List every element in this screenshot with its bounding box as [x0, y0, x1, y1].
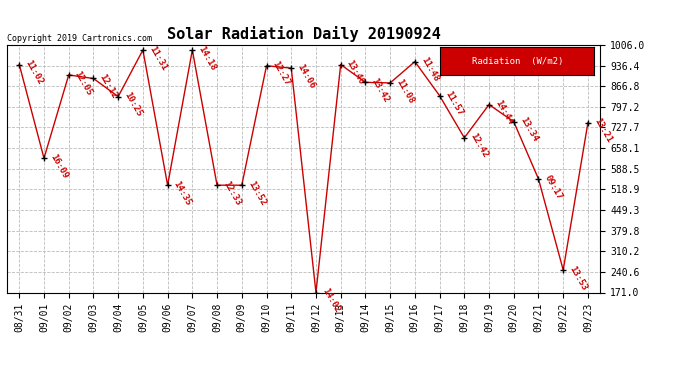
Text: 16:09: 16:09 [48, 152, 70, 180]
Title: Solar Radiation Daily 20190924: Solar Radiation Daily 20190924 [167, 27, 440, 42]
Text: 11:57: 11:57 [444, 90, 465, 118]
Text: 11:48: 11:48 [419, 56, 440, 84]
Text: 11:08: 11:08 [394, 77, 415, 105]
Text: 11:31: 11:31 [147, 44, 168, 72]
Text: 14:06: 14:06 [295, 62, 317, 90]
Text: 14:18: 14:18 [197, 44, 218, 72]
Text: 14:35: 14:35 [172, 179, 193, 207]
Text: 11:02: 11:02 [23, 58, 45, 87]
Text: 13:42: 13:42 [370, 76, 391, 104]
Text: 12:05: 12:05 [73, 69, 94, 97]
Text: 14:44: 14:44 [493, 99, 515, 126]
Text: 12:33: 12:33 [221, 179, 242, 207]
Text: 13:40: 13:40 [345, 58, 366, 87]
Text: 13:52: 13:52 [246, 179, 267, 207]
Text: 12:12: 12:12 [97, 73, 119, 100]
Text: 12:27: 12:27 [270, 60, 292, 88]
Text: Copyright 2019 Cartronics.com: Copyright 2019 Cartronics.com [7, 33, 152, 42]
Text: 13:53: 13:53 [567, 264, 589, 292]
Text: 13:21: 13:21 [592, 117, 613, 144]
Text: 12:42: 12:42 [469, 132, 490, 160]
Text: 13:34: 13:34 [518, 116, 539, 144]
Text: 10:25: 10:25 [122, 91, 144, 118]
Text: 09:17: 09:17 [542, 173, 564, 201]
Text: 14:02: 14:02 [320, 286, 342, 314]
